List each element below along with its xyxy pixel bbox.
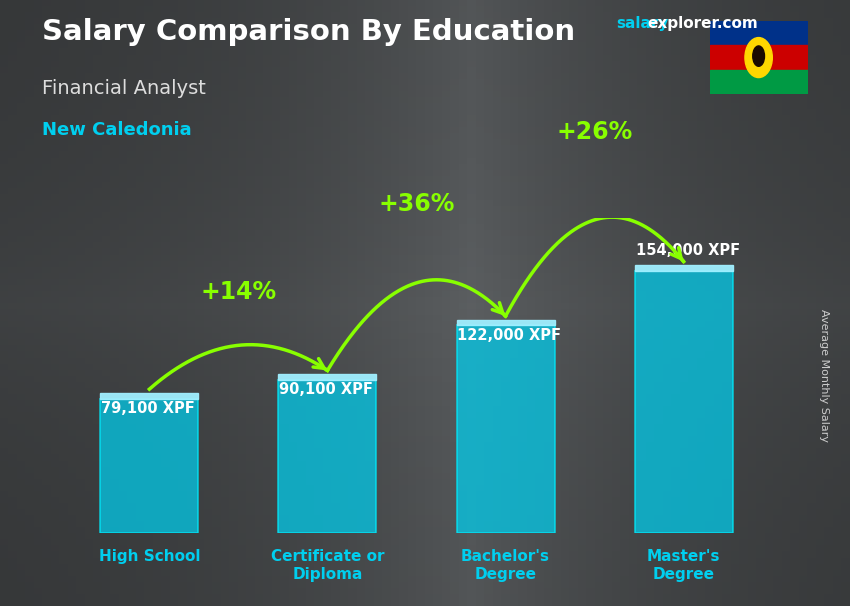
Text: Average Monthly Salary: Average Monthly Salary — [819, 309, 829, 442]
Text: salary: salary — [616, 16, 669, 32]
Text: New Caledonia: New Caledonia — [42, 121, 192, 139]
Text: 154,000 XPF: 154,000 XPF — [636, 243, 740, 258]
Bar — [279, 380, 377, 533]
Text: Financial Analyst: Financial Analyst — [42, 79, 207, 98]
Bar — [456, 319, 554, 325]
Text: 122,000 XPF: 122,000 XPF — [457, 327, 562, 342]
Bar — [635, 271, 733, 533]
Text: explorer.com: explorer.com — [648, 16, 758, 32]
Text: +26%: +26% — [557, 120, 632, 144]
Text: Salary Comparison By Education: Salary Comparison By Education — [42, 18, 575, 46]
Bar — [710, 45, 808, 70]
Bar — [635, 265, 733, 271]
Ellipse shape — [753, 46, 764, 66]
Text: 90,100 XPF: 90,100 XPF — [280, 382, 373, 397]
Bar — [710, 70, 808, 94]
Bar — [279, 374, 377, 380]
Bar — [100, 393, 198, 399]
Ellipse shape — [745, 38, 773, 78]
Text: 79,100 XPF: 79,100 XPF — [101, 401, 195, 416]
Bar — [710, 21, 808, 45]
Bar — [100, 399, 198, 533]
Text: +36%: +36% — [378, 191, 455, 216]
Bar — [456, 325, 554, 533]
Text: +14%: +14% — [201, 280, 276, 304]
